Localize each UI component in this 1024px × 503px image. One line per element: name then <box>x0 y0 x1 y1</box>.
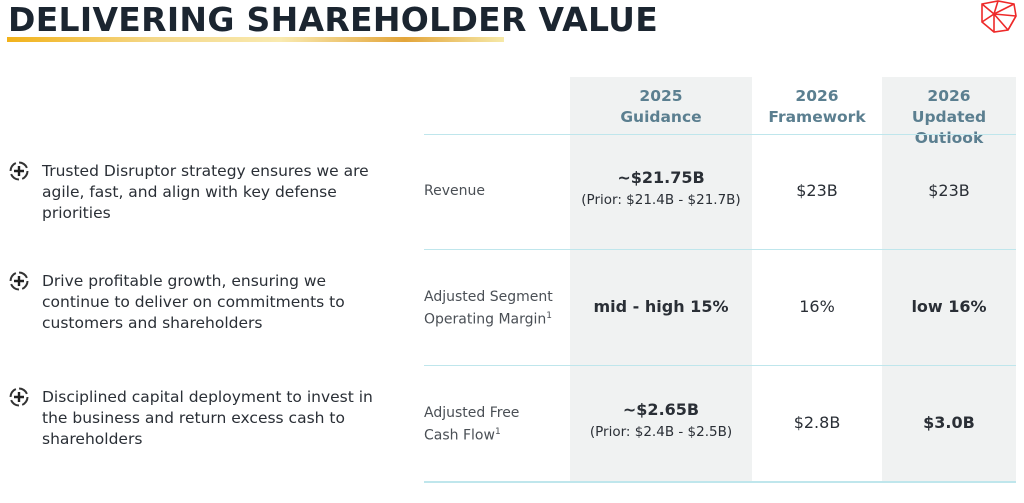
bullet-item: Disciplined capital deployment to invest… <box>8 387 378 450</box>
bullet-text: Drive profitable growth, ensuring we con… <box>42 272 345 332</box>
row-label-free-cash-flow: Adjusted Free Cash Flow1 <box>424 405 520 444</box>
row-divider <box>424 249 1016 250</box>
margin-outlook: low 16% <box>911 297 987 316</box>
bullet-item: Trusted Disruptor strategy ensures we ar… <box>8 161 378 224</box>
fcf-outlook: $3.0B <box>923 413 975 432</box>
revenue-outlook: $23B <box>928 181 970 200</box>
outlook-column-shade <box>882 77 1016 481</box>
fcf-guidance: ~$2.65B (Prior: $2.4B - $2.5B) <box>589 400 733 440</box>
bullet-text: Trusted Disruptor strategy ensures we ar… <box>42 162 369 222</box>
revenue-guidance: ~$21.75B (Prior: $21.4B - $21.7B) <box>581 168 741 208</box>
margin-guidance: mid - high 15% <box>593 297 729 316</box>
company-logo-icon <box>981 0 1017 33</box>
margin-framework: 16% <box>799 297 835 316</box>
row-label-operating-margin: Adjusted Segment Operating Margin1 <box>424 289 553 328</box>
page-title: DELIVERING SHAREHOLDER VALUE <box>8 0 659 39</box>
fcf-framework: $2.8B <box>793 413 841 432</box>
bullet-item: Drive profitable growth, ensuring we con… <box>8 271 378 334</box>
guidance-column-shade <box>570 77 752 481</box>
header-divider <box>424 134 1016 135</box>
plus-circle-icon <box>9 161 29 181</box>
plus-circle-icon <box>9 271 29 291</box>
row-label-revenue: Revenue <box>424 183 485 199</box>
plus-circle-icon <box>9 387 29 407</box>
title-underline <box>7 37 504 42</box>
column-header-2025-guidance: 2025 Guidance <box>620 87 702 126</box>
revenue-framework: $23B <box>796 181 838 200</box>
bullet-text: Disciplined capital deployment to invest… <box>42 388 373 448</box>
row-divider <box>424 365 1016 366</box>
column-header-2026-framework: 2026 Framework <box>768 87 866 126</box>
table-bottom-rule <box>424 481 1016 483</box>
column-header-2026-outlook: 2026 Updated Outlook <box>911 87 987 147</box>
